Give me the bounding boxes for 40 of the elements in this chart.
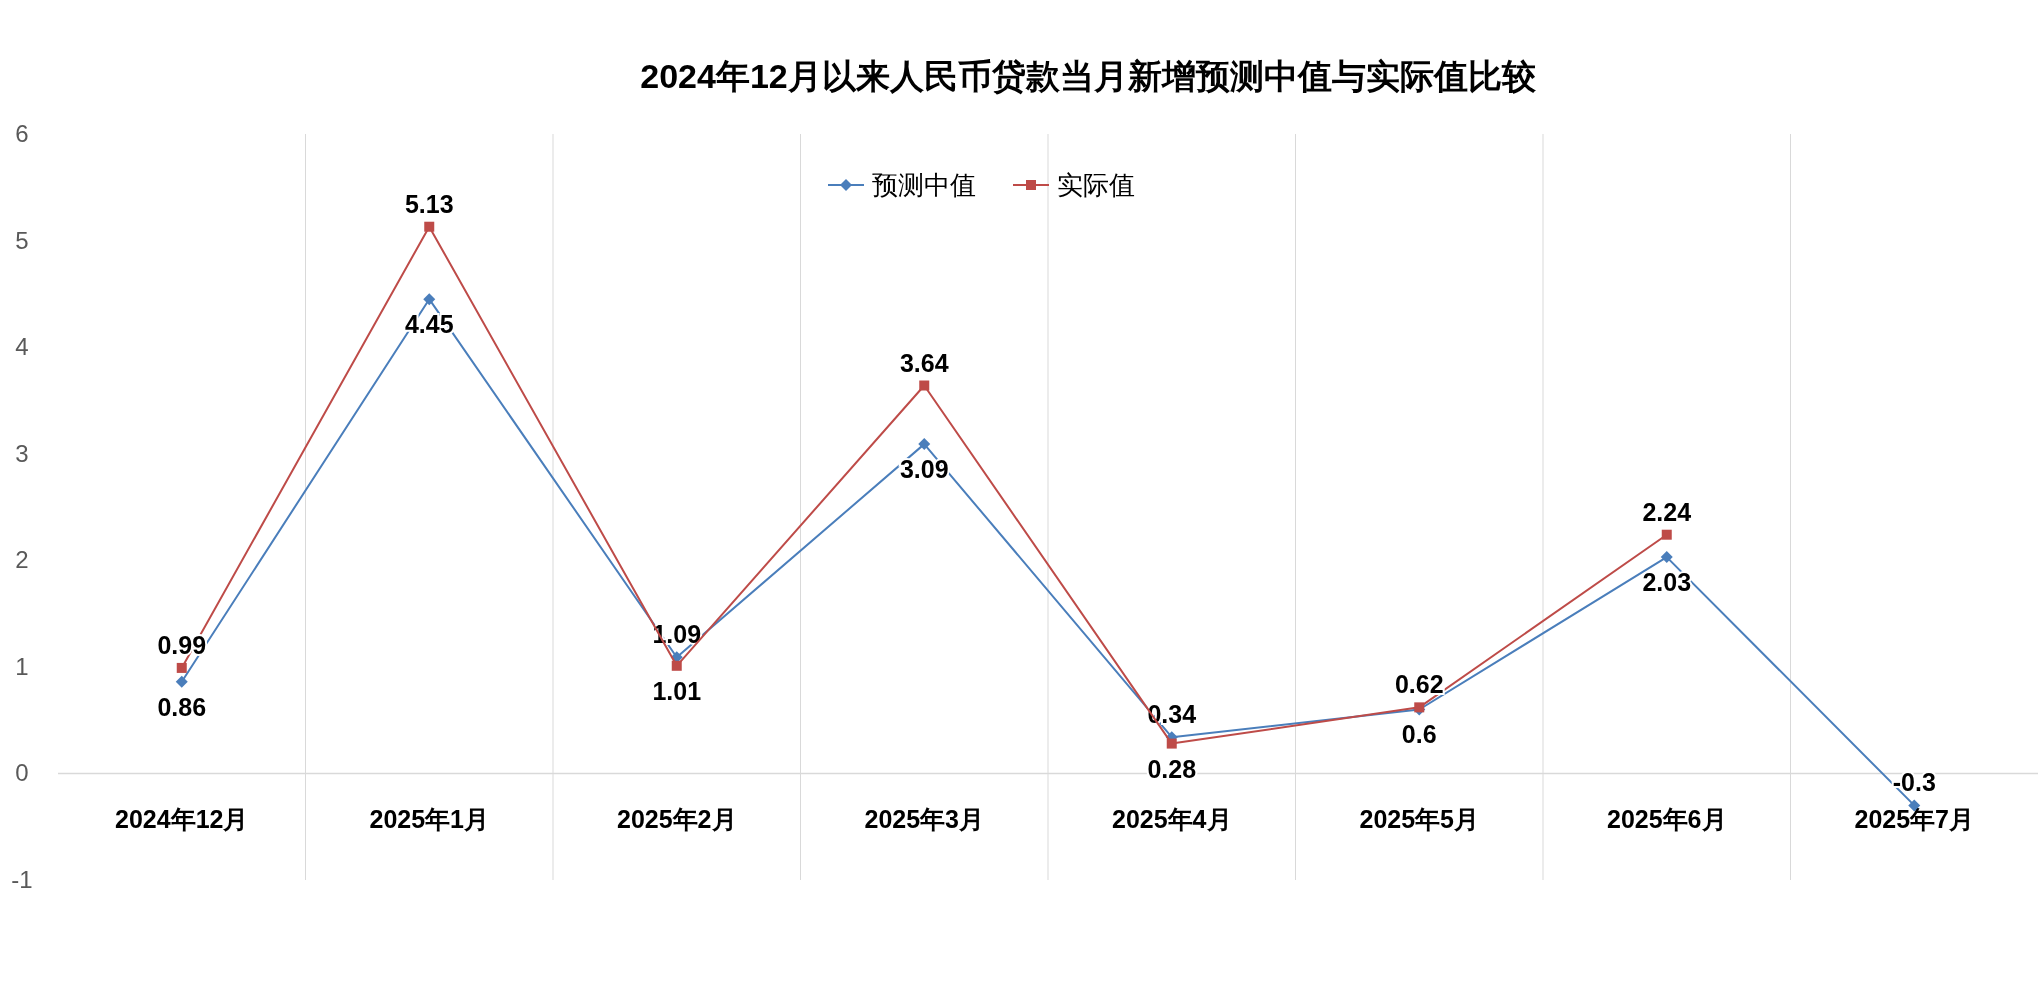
y-tick-label: 3 <box>15 439 29 467</box>
legend-label: 预测中值 <box>872 170 976 200</box>
x-tick-label: 2025年5月 <box>1359 805 1480 834</box>
y-tick-label: 4 <box>15 333 29 361</box>
point <box>423 293 436 306</box>
y-tick-label: 5 <box>15 226 29 254</box>
data-label: 5.13 <box>404 189 454 218</box>
x-tick-label: 2025年7月 <box>1854 805 1975 834</box>
data-label: 1.01 <box>652 676 702 705</box>
data-label: 0.28 <box>1147 754 1197 783</box>
point <box>918 438 931 451</box>
legend-label: 实际值 <box>1057 170 1135 200</box>
chart-title: 2024年12月以来人民币贷款当月新增预测中值与实际值比较 <box>640 57 1537 95</box>
data-label: 0.86 <box>157 692 207 721</box>
y-tick-label: 6 <box>15 120 29 147</box>
x-tick-label: 2025年6月 <box>1606 805 1727 834</box>
point <box>671 660 682 671</box>
data-label: 0.6 <box>1401 720 1437 749</box>
point <box>1660 551 1673 564</box>
point <box>176 662 187 673</box>
y-tick-label: 0 <box>15 759 29 787</box>
x-tick-label: 2025年1月 <box>369 805 490 834</box>
data-label: 3.64 <box>899 348 949 377</box>
y-tick-label: -1 <box>11 866 33 893</box>
x-tick-label: 2025年2月 <box>616 805 737 834</box>
data-label: 0.62 <box>1394 670 1444 699</box>
data-label: 3.09 <box>899 455 949 484</box>
point <box>1166 738 1177 749</box>
x-tick-label: 2024年12月 <box>115 805 249 834</box>
x-tick-label: 2025年4月 <box>1111 805 1232 834</box>
point <box>424 221 435 232</box>
point <box>1661 529 1672 540</box>
data-label: 2.24 <box>1642 497 1692 526</box>
data-label: 2.03 <box>1642 568 1692 597</box>
data-label: -0.3 <box>1892 768 1936 797</box>
y-tick-label: 2 <box>15 546 29 574</box>
y-tick-label: 1 <box>15 652 29 680</box>
point <box>175 675 188 688</box>
x-tick-label: 2025年3月 <box>864 805 985 834</box>
point <box>919 380 930 391</box>
